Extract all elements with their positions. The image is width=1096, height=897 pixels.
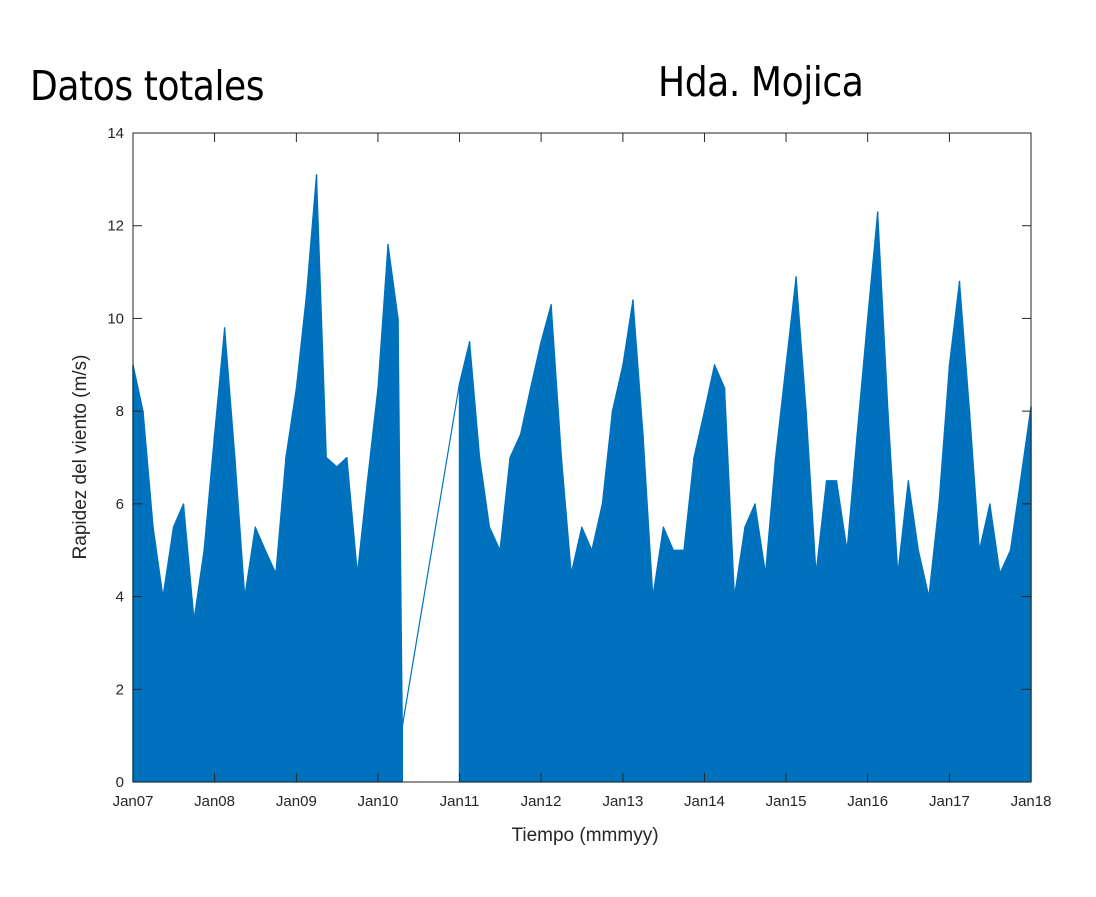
chart-title-right: Hda. Mojica [658,58,864,106]
y-tick-label: 8 [116,403,124,420]
x-tick-label: Jan16 [847,793,888,810]
axes-box [132,132,1032,783]
axes: 0 2 4 6 8 10 12 14 Jan07 Jan08 Jan09 Jan10 Jan11 Jan1… [107,125,1051,810]
x-tick-label: Jan09 [276,793,317,810]
x-tick-label: Jan14 [684,793,725,810]
x-axis-label: Tiempo (mmmyy) [511,825,658,846]
x-tick-label: Jan07 [113,793,154,810]
y-tick-label: 12 [107,218,124,235]
y-tick-label: 0 [116,774,124,791]
y-tick-label: 10 [107,310,124,327]
y-tick-label: 14 [107,125,124,142]
x-tick-label: Jan18 [1011,793,1052,810]
x-tick-label: Jan15 [766,793,807,810]
x-tick-label: Jan13 [602,793,643,810]
x-tick-label: Jan10 [358,793,399,810]
series-gap-line [401,383,461,727]
plot-area [132,174,1032,783]
x-tick-label: Jan11 [440,793,480,810]
y-tick-label: 2 [116,681,124,698]
x-tick-label: Jan12 [521,793,562,810]
x-tick-label: Jan17 [929,793,970,810]
chart-title-left: Datos totales [30,62,265,110]
y-tick-label: 4 [116,589,124,606]
x-tick-label: Jan08 [194,793,235,810]
y-tick-label: 6 [116,496,124,513]
y-axis-label: Rapidez del viento (m/s) [70,355,91,560]
